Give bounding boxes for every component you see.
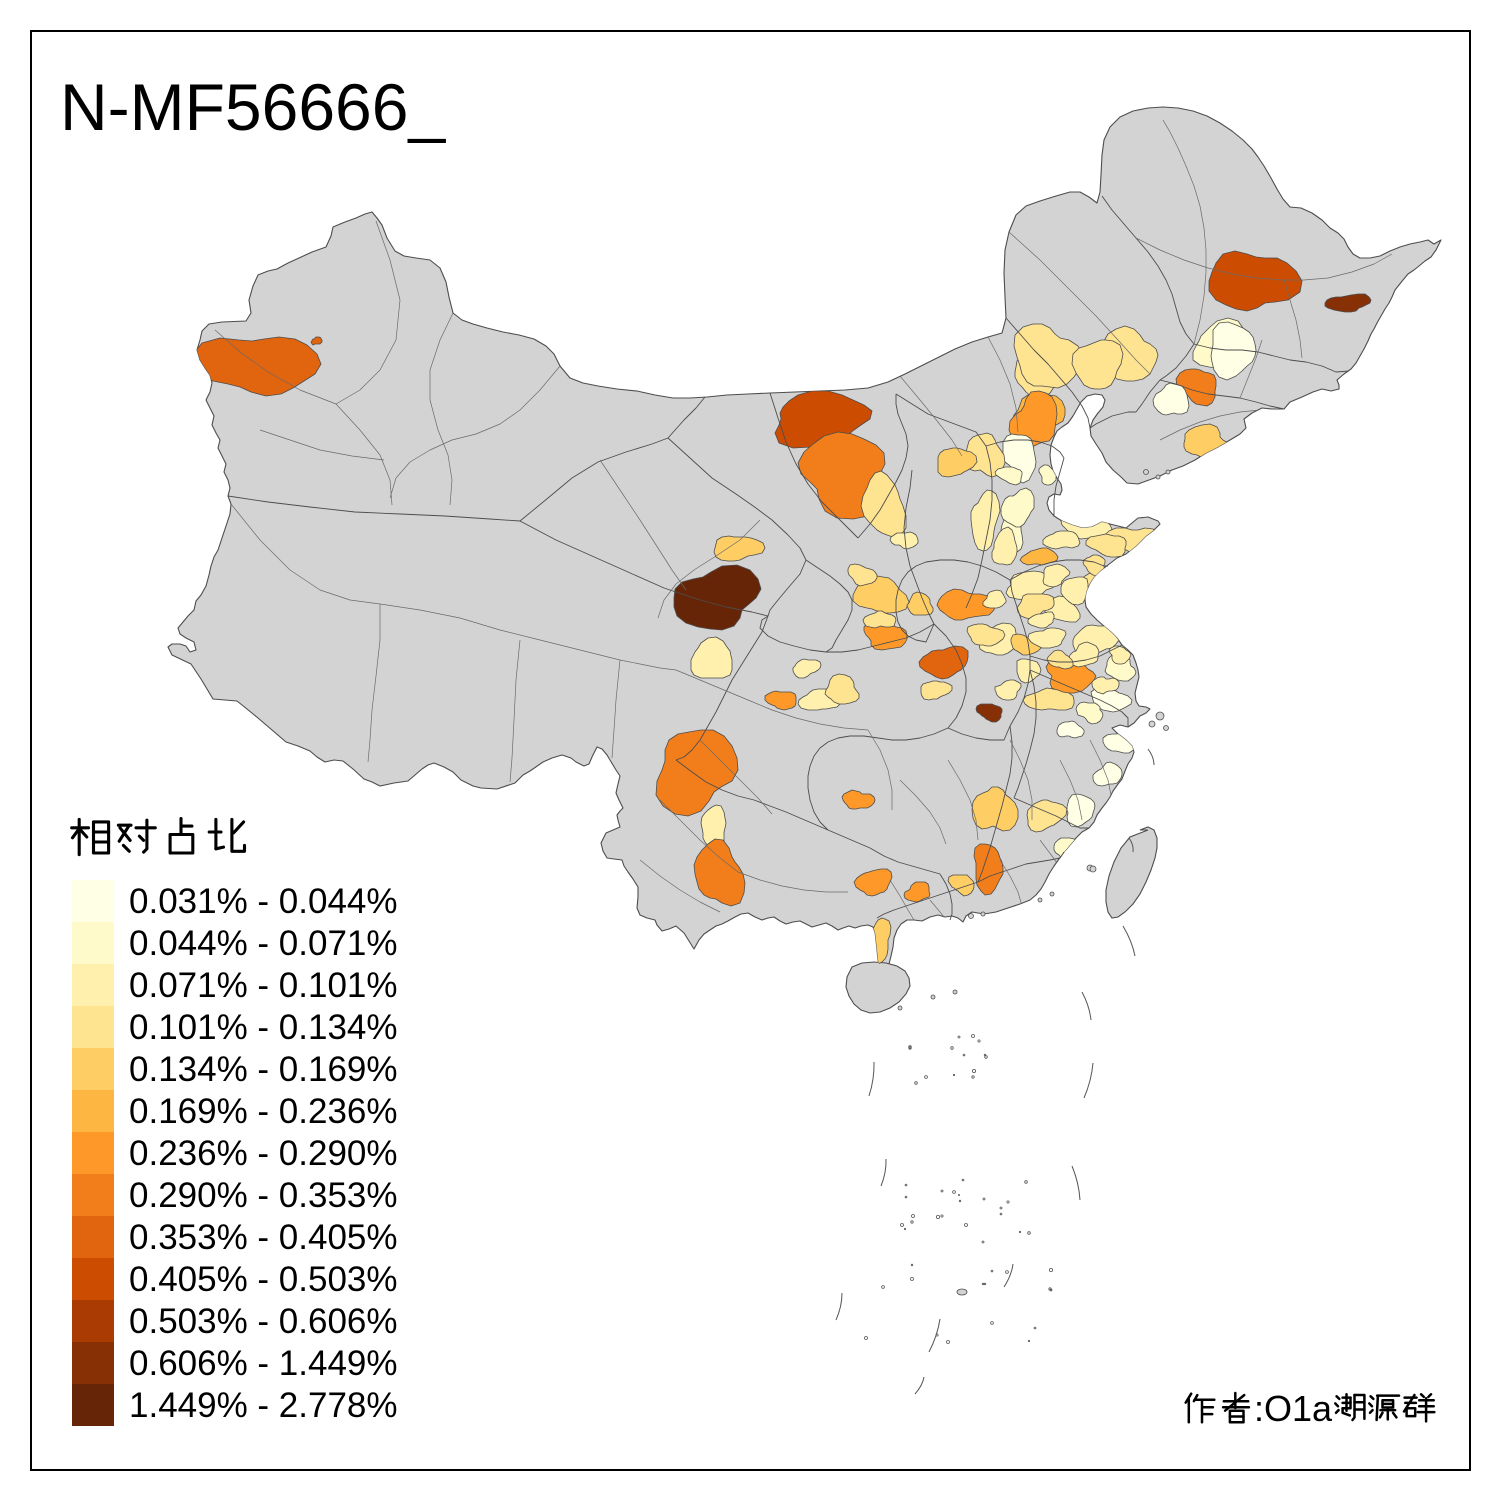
svg-text:0.503% - 0.606%: 0.503% - 0.606% xyxy=(129,1302,398,1341)
svg-text:0.101% - 0.134%: 0.101% - 0.134% xyxy=(129,1008,398,1047)
svg-text:0.169% - 0.236%: 0.169% - 0.236% xyxy=(129,1092,398,1131)
svg-text:0.236% - 0.290%: 0.236% - 0.290% xyxy=(129,1134,398,1173)
svg-text:0.031% - 0.044%: 0.031% - 0.044% xyxy=(129,882,398,921)
svg-text:0.353% - 0.405%: 0.353% - 0.405% xyxy=(129,1218,398,1257)
svg-text:0.134% - 0.169%: 0.134% - 0.169% xyxy=(129,1050,398,1089)
svg-text:0.405% - 0.503%: 0.405% - 0.503% xyxy=(129,1260,398,1299)
svg-text:0.071% - 0.101%: 0.071% - 0.101% xyxy=(129,966,398,1005)
svg-text:0.606% - 1.449%: 0.606% - 1.449% xyxy=(129,1344,398,1383)
svg-text:0.044% - 0.071%: 0.044% - 0.071% xyxy=(129,924,398,963)
svg-text::O1a: :O1a xyxy=(1254,1388,1333,1429)
svg-text:1.449% - 2.778%: 1.449% - 2.778% xyxy=(129,1386,398,1425)
svg-text:0.290% - 0.353%: 0.290% - 0.353% xyxy=(129,1176,398,1215)
